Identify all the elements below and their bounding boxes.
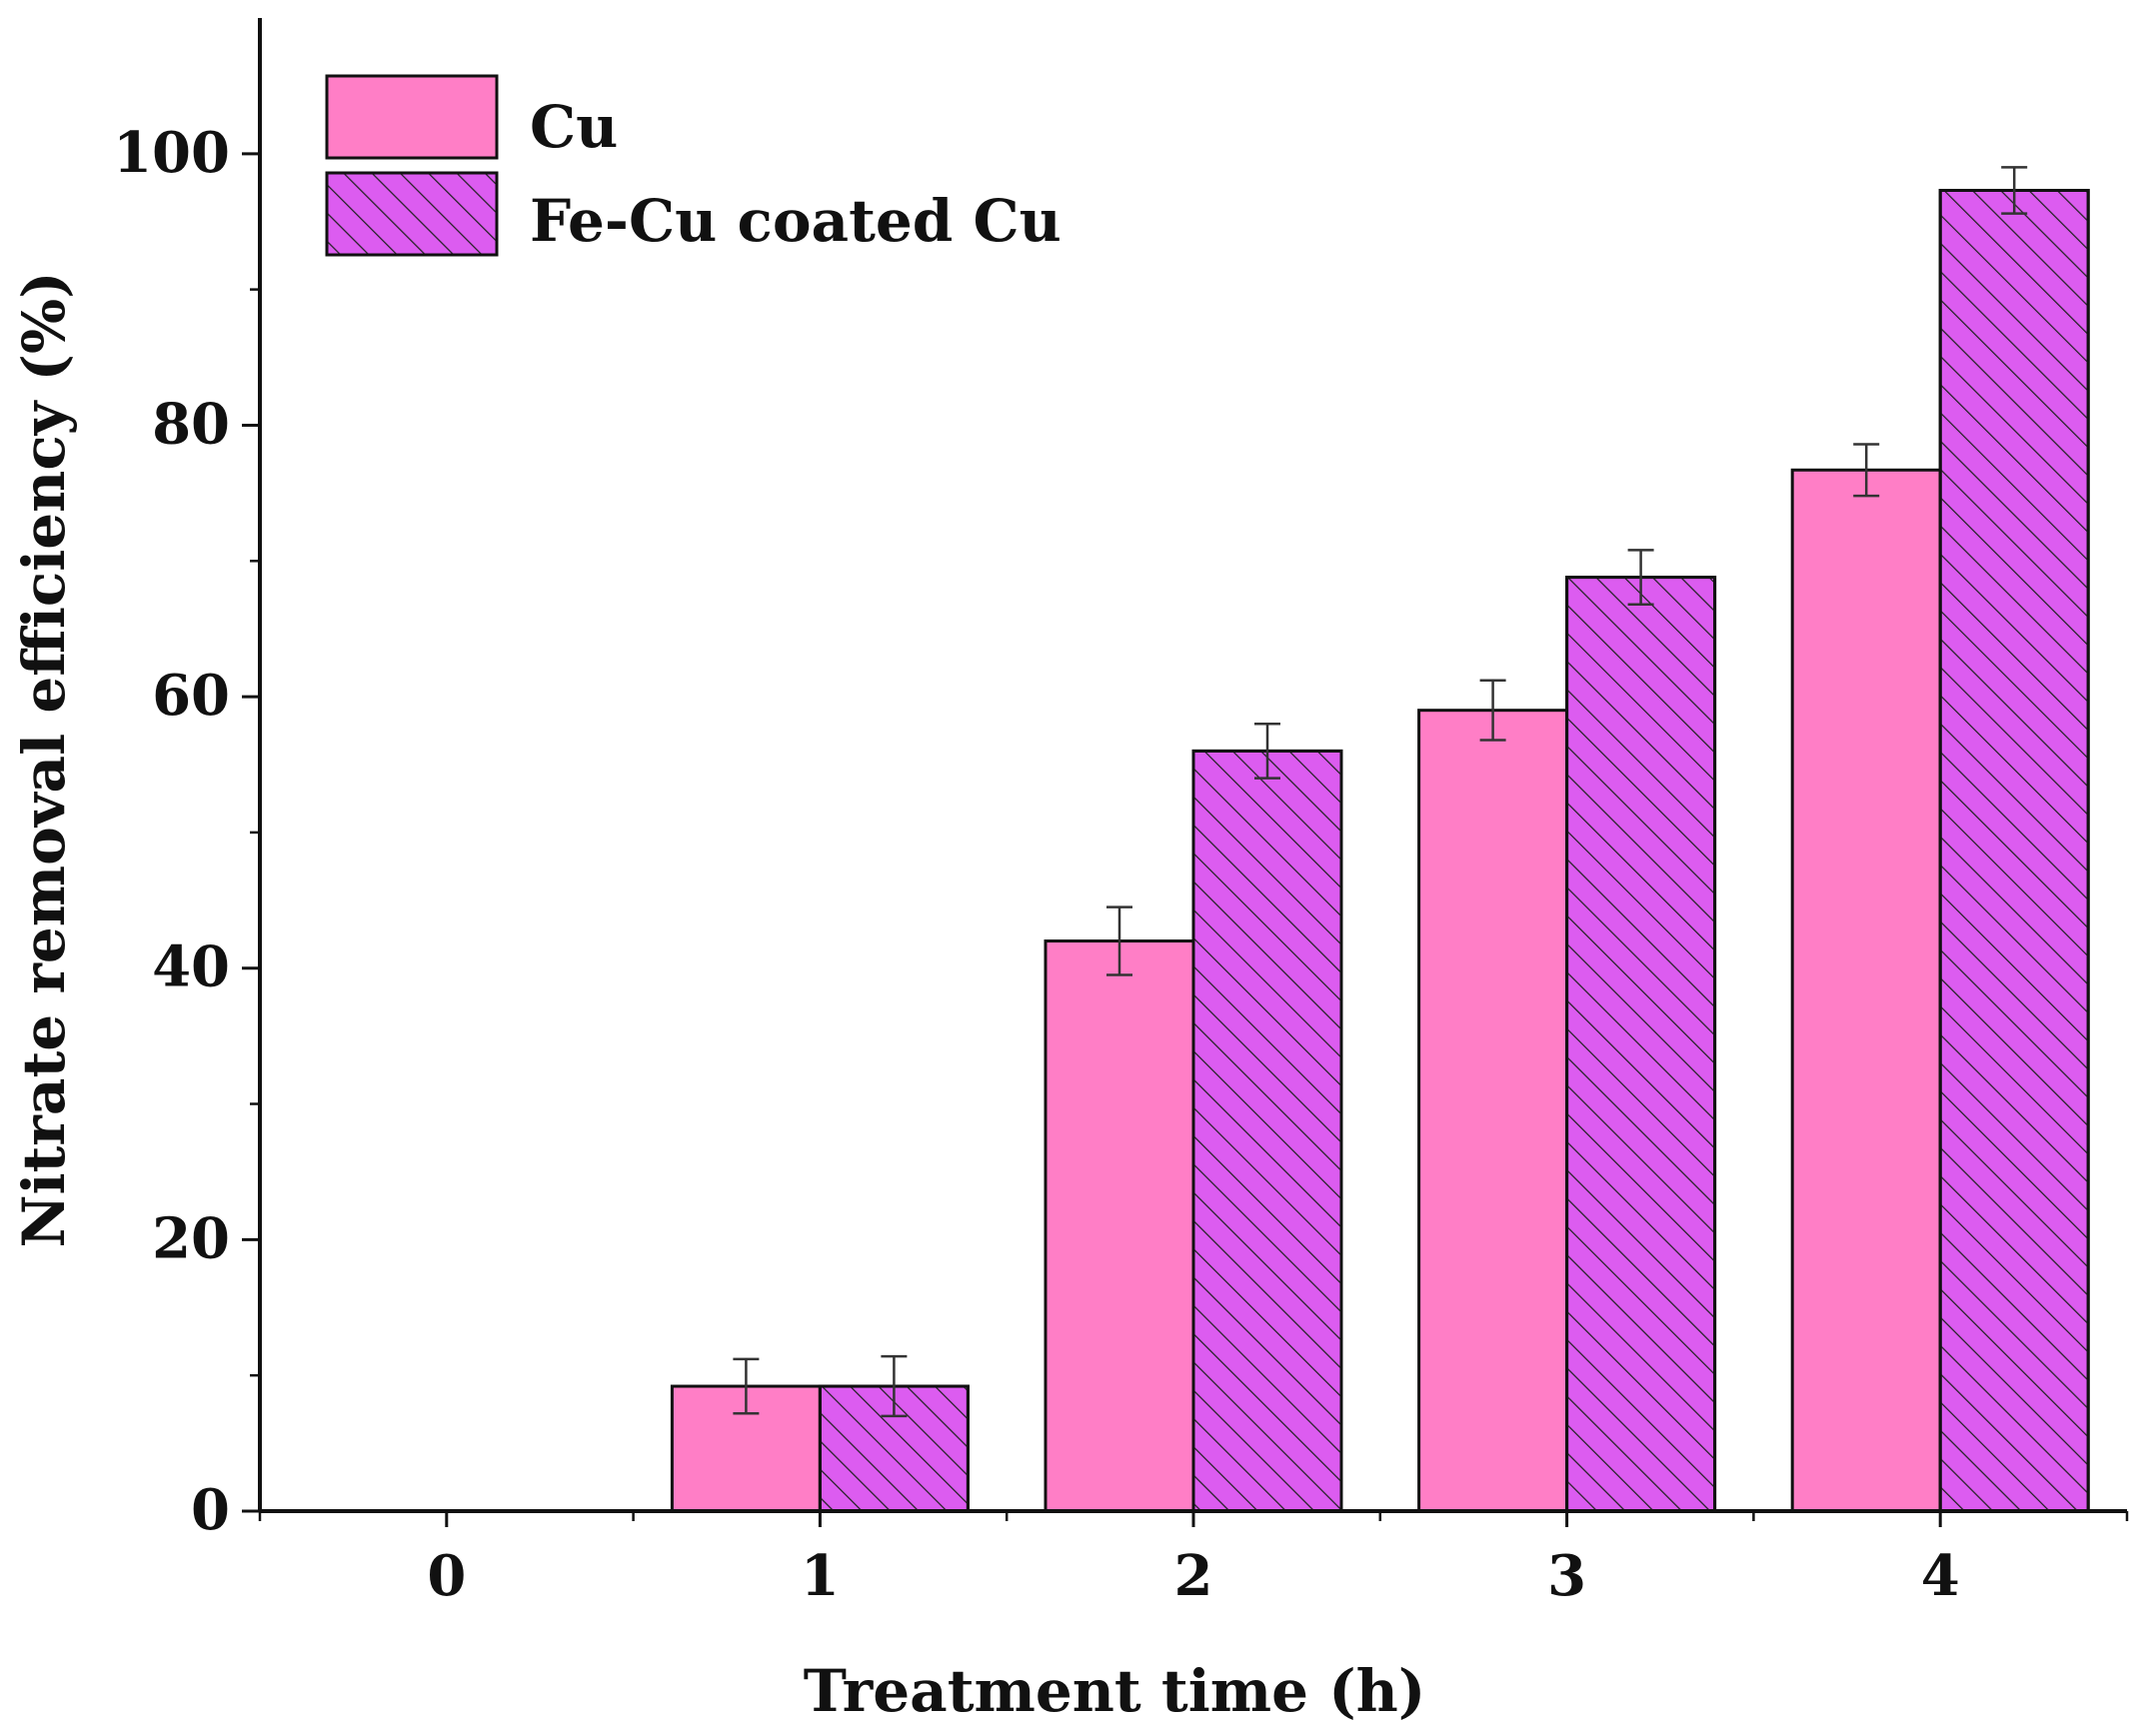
bar-hatch-fe-cu-coated-cu-4 <box>1938 188 2090 1513</box>
bar-hatch-fe-cu-coated-cu-3 <box>1565 576 1717 1513</box>
legend-swatch-hatch <box>325 171 499 257</box>
bars-layer <box>670 188 2090 1513</box>
y-tick-label-100: 100 <box>113 120 230 186</box>
x-tick-label-0: 0 <box>427 1543 466 1609</box>
y-tick-label-20: 20 <box>152 1205 230 1271</box>
x-tick-label-1: 1 <box>801 1543 840 1609</box>
bar-cu-4 <box>1790 468 1942 1513</box>
y-tick-label-0: 0 <box>191 1477 230 1543</box>
y-tick-label-40: 40 <box>152 934 230 1000</box>
y-tick-label-60: 60 <box>152 663 230 729</box>
bar-cu-3 <box>1417 709 1569 1513</box>
x-tick-label-3: 3 <box>1547 1543 1586 1609</box>
x-tick-label-4: 4 <box>1921 1543 1960 1609</box>
bar-cu-2 <box>1044 939 1195 1513</box>
bar-hatch-fe-cu-coated-cu-2 <box>1191 749 1343 1513</box>
y-tick-label-80: 80 <box>152 391 230 457</box>
error-bars-layer <box>733 166 2028 1418</box>
legend: Cu Fe-Cu coated Cu <box>325 74 1062 257</box>
x-axis-title: Treatment time (h) <box>804 1657 1426 1725</box>
legend-label-cu: Cu <box>530 93 618 161</box>
y-axis-title: Nitrate removal efficiency (%) <box>10 271 78 1247</box>
legend-label-fe-cu-coated-cu: Fe-Cu coated Cu <box>530 187 1062 255</box>
x-tick-label-2: 2 <box>1174 1543 1213 1609</box>
ticks-layer: 0 20 40 60 80 100 0 1 2 3 4 <box>113 120 2129 1609</box>
legend-swatch-cu <box>325 74 499 160</box>
